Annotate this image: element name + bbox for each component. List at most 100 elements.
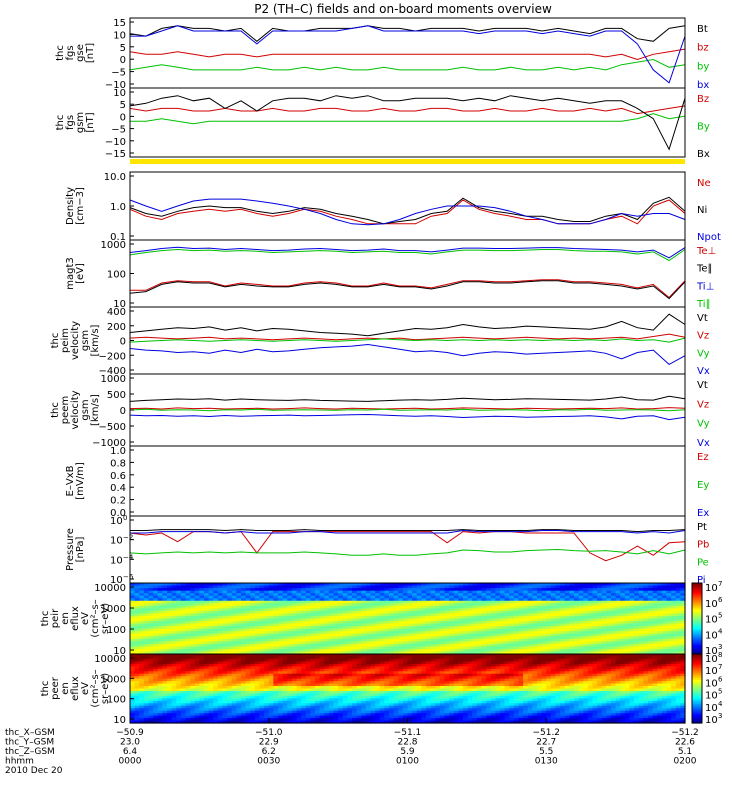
y-tick-label: −10 bbox=[105, 80, 126, 91]
series-line bbox=[129, 337, 686, 343]
colorbar-tick: 10 bbox=[705, 678, 718, 689]
legend-label: Bt bbox=[697, 24, 708, 35]
y-tick-label: 100 bbox=[107, 270, 126, 281]
ephemeris-value: 22.6 bbox=[675, 738, 695, 748]
y-axis-label: thcpeimvelocitygsm[km/s] bbox=[50, 321, 101, 360]
colorbar-tick: 10 bbox=[705, 654, 718, 665]
y-tick-label: 200 bbox=[107, 322, 126, 333]
spectrogram-8 bbox=[130, 583, 686, 655]
y-tick-label: 15 bbox=[113, 18, 126, 29]
y-tick-label: 1000 bbox=[101, 674, 126, 685]
series-line bbox=[129, 58, 686, 71]
spectrogram-9 bbox=[130, 654, 686, 724]
series-line bbox=[129, 196, 686, 225]
panel-frame bbox=[129, 17, 686, 89]
legend-label: Ti∥ bbox=[696, 299, 711, 310]
legend-label: Te⊥ bbox=[696, 246, 716, 257]
colorbar-tick: 10 bbox=[705, 691, 718, 702]
legend-label: Vy bbox=[697, 348, 710, 359]
series-line bbox=[130, 529, 686, 533]
colorbar-tick-exponent: 5 bbox=[718, 612, 722, 620]
y-tick-label: 0 bbox=[120, 406, 126, 417]
panel-frame bbox=[129, 445, 686, 517]
y-axis-label: thcfgsgse[nT] bbox=[55, 43, 96, 63]
ephemeris-value: 5.5 bbox=[539, 747, 553, 757]
y-tick-label: 10000 bbox=[94, 654, 126, 665]
legend-label: Bz bbox=[697, 94, 709, 105]
legend-label: Ni bbox=[697, 205, 707, 216]
ephemeris-value: −51.2 bbox=[671, 728, 699, 738]
y-tick-label: 0 bbox=[120, 55, 126, 66]
y-tick-label: 1.0 bbox=[110, 202, 126, 213]
legend-label: Ne bbox=[697, 178, 711, 189]
series-line bbox=[129, 246, 686, 259]
series-line bbox=[130, 279, 686, 299]
y-tick-label: 0.8 bbox=[110, 458, 126, 469]
ephemeris-footer: thc_X–GSM −50.9 −51.0 −51.1 −51.2 −51.2 thc_Y–… bbox=[5, 728, 699, 776]
y-tick-label: −1000 bbox=[92, 438, 126, 449]
series-line bbox=[129, 531, 686, 562]
colorbar-tick: 10 bbox=[705, 583, 718, 594]
series-line bbox=[129, 248, 686, 262]
y-tick-label: 0.0 bbox=[110, 508, 126, 519]
ephemeris-value: 0100 bbox=[396, 757, 419, 767]
ephemeris-value: 6.4 bbox=[123, 747, 138, 757]
y-tick-label: −400 bbox=[99, 366, 126, 377]
ephemeris-value: −51.2 bbox=[532, 728, 560, 738]
ephemeris-value: 22.7 bbox=[536, 738, 556, 748]
legend-label: Vz bbox=[697, 399, 709, 410]
ephemeris-value: 6.2 bbox=[262, 747, 276, 757]
legend-label: Npot bbox=[697, 232, 721, 243]
ephemeris-value: 5.1 bbox=[678, 747, 692, 757]
ephemeris-value: 0000 bbox=[119, 757, 142, 767]
y-tick-label: 0 bbox=[120, 112, 126, 123]
y-tick-label: 1000 bbox=[101, 374, 126, 385]
series-line bbox=[129, 25, 686, 42]
colorbar-tick: 10 bbox=[705, 703, 718, 714]
y-axis-label: magt3[eV] bbox=[65, 257, 86, 290]
y-axis-label: thcpeemvelocitygsm[km/s] bbox=[50, 390, 101, 429]
y-tick-label: −10 bbox=[105, 137, 126, 148]
series-line bbox=[129, 413, 686, 421]
status-bar bbox=[130, 159, 685, 164]
y-axis-label: thcpeirenefluxeV(cm²–s–sr–eV) bbox=[40, 599, 111, 637]
y-axis-label: thcpeerenefluxeV(cm²–s–sr–eV) bbox=[40, 669, 111, 707]
colorbar-tick: 10 bbox=[705, 715, 718, 726]
legend-label: Pt bbox=[697, 522, 707, 533]
legend-label: Ex bbox=[697, 508, 709, 519]
ephemeris-label: thc_Y–GSM bbox=[5, 738, 54, 748]
colorbar-tick-exponent: 6 bbox=[718, 596, 723, 604]
y-tick-label: 1000 bbox=[101, 604, 126, 615]
y-tick-label: 100 bbox=[107, 625, 126, 636]
colorbar-tick: 10 bbox=[705, 615, 718, 626]
y-tick-label: 10 bbox=[110, 555, 123, 566]
legend-label: Ez bbox=[697, 452, 709, 463]
panel-frame bbox=[129, 515, 686, 584]
colorbar-tick-exponent: 4 bbox=[718, 627, 723, 635]
legend-label: bz bbox=[697, 43, 709, 54]
y-tick-label: 1000 bbox=[101, 240, 126, 251]
ephemeris-value: −51.1 bbox=[394, 728, 422, 738]
series-line bbox=[130, 529, 686, 534]
y-tick-label: 500 bbox=[107, 390, 126, 401]
colorbar-tick-exponent: 5 bbox=[718, 688, 722, 696]
colorbar-tick-exponent: 4 bbox=[718, 700, 723, 708]
y-tick-label: −15 bbox=[105, 149, 126, 160]
ephemeris-value: −51.0 bbox=[255, 728, 283, 738]
ephemeris-value: 22.9 bbox=[259, 738, 279, 748]
legend-label: Vz bbox=[697, 331, 709, 342]
y-tick-label: −500 bbox=[99, 422, 126, 433]
colorbar-tick-exponent: 6 bbox=[718, 675, 723, 683]
ephemeris-value: 0130 bbox=[535, 757, 558, 767]
y-tick-label: 10 bbox=[110, 516, 123, 527]
series-line bbox=[129, 395, 686, 402]
ephemeris-value: 22.8 bbox=[397, 738, 417, 748]
chart-title: P2 (TH–C) fields and on-board moments ov… bbox=[254, 2, 552, 16]
y-axis-label: Density[cm−3] bbox=[65, 187, 86, 225]
series-line bbox=[129, 407, 686, 410]
y-tick-label: 400 bbox=[107, 307, 126, 318]
colorbar-tick-exponent: 3 bbox=[718, 643, 722, 651]
panel-frame bbox=[129, 87, 686, 158]
